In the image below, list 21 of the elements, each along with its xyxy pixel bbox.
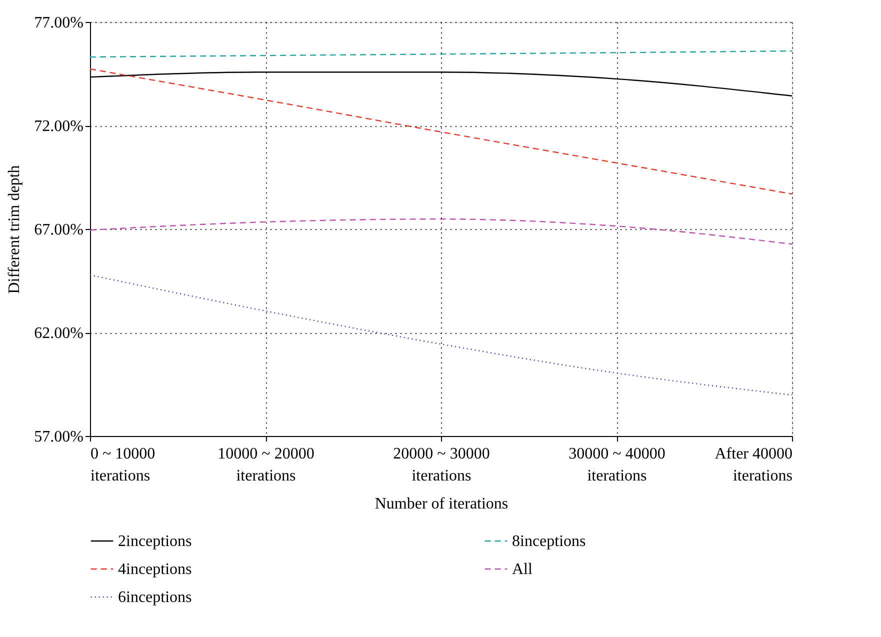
line-series: [89, 218, 793, 245]
y-tick-label: 57.00%: [34, 428, 84, 446]
legend-label: 2inceptions: [118, 533, 192, 550]
line-series: [89, 68, 793, 195]
x-tick-label: 30000 ~ 40000 iterations: [568, 446, 666, 484]
x-tick-label: 0 ~ 10000 iterations: [90, 446, 156, 484]
y-tick-label: 72.00%: [34, 118, 84, 135]
x-tick-label: After 40000 iterations: [714, 446, 792, 484]
x-axis-title: Number of iterations: [374, 496, 508, 512]
y-axis-title: Different trim depth: [6, 165, 24, 294]
legend-label: All: [512, 561, 533, 578]
line-series: [89, 274, 793, 396]
y-tick-label: 77.00%: [34, 14, 84, 32]
legend-label: 6inceptions: [118, 589, 192, 606]
legend-label: 4inceptions: [118, 561, 192, 578]
legend-label: 8inceptions: [512, 533, 586, 550]
x-tick-label: 10000 ~ 20000 iterations: [218, 446, 314, 484]
line-series: [89, 50, 793, 58]
y-tick-label: 67.00%: [34, 222, 84, 238]
y-tick-label: 62.00%: [34, 325, 84, 342]
x-tick-label: 20000 ~ 30000 iterations: [393, 446, 490, 484]
